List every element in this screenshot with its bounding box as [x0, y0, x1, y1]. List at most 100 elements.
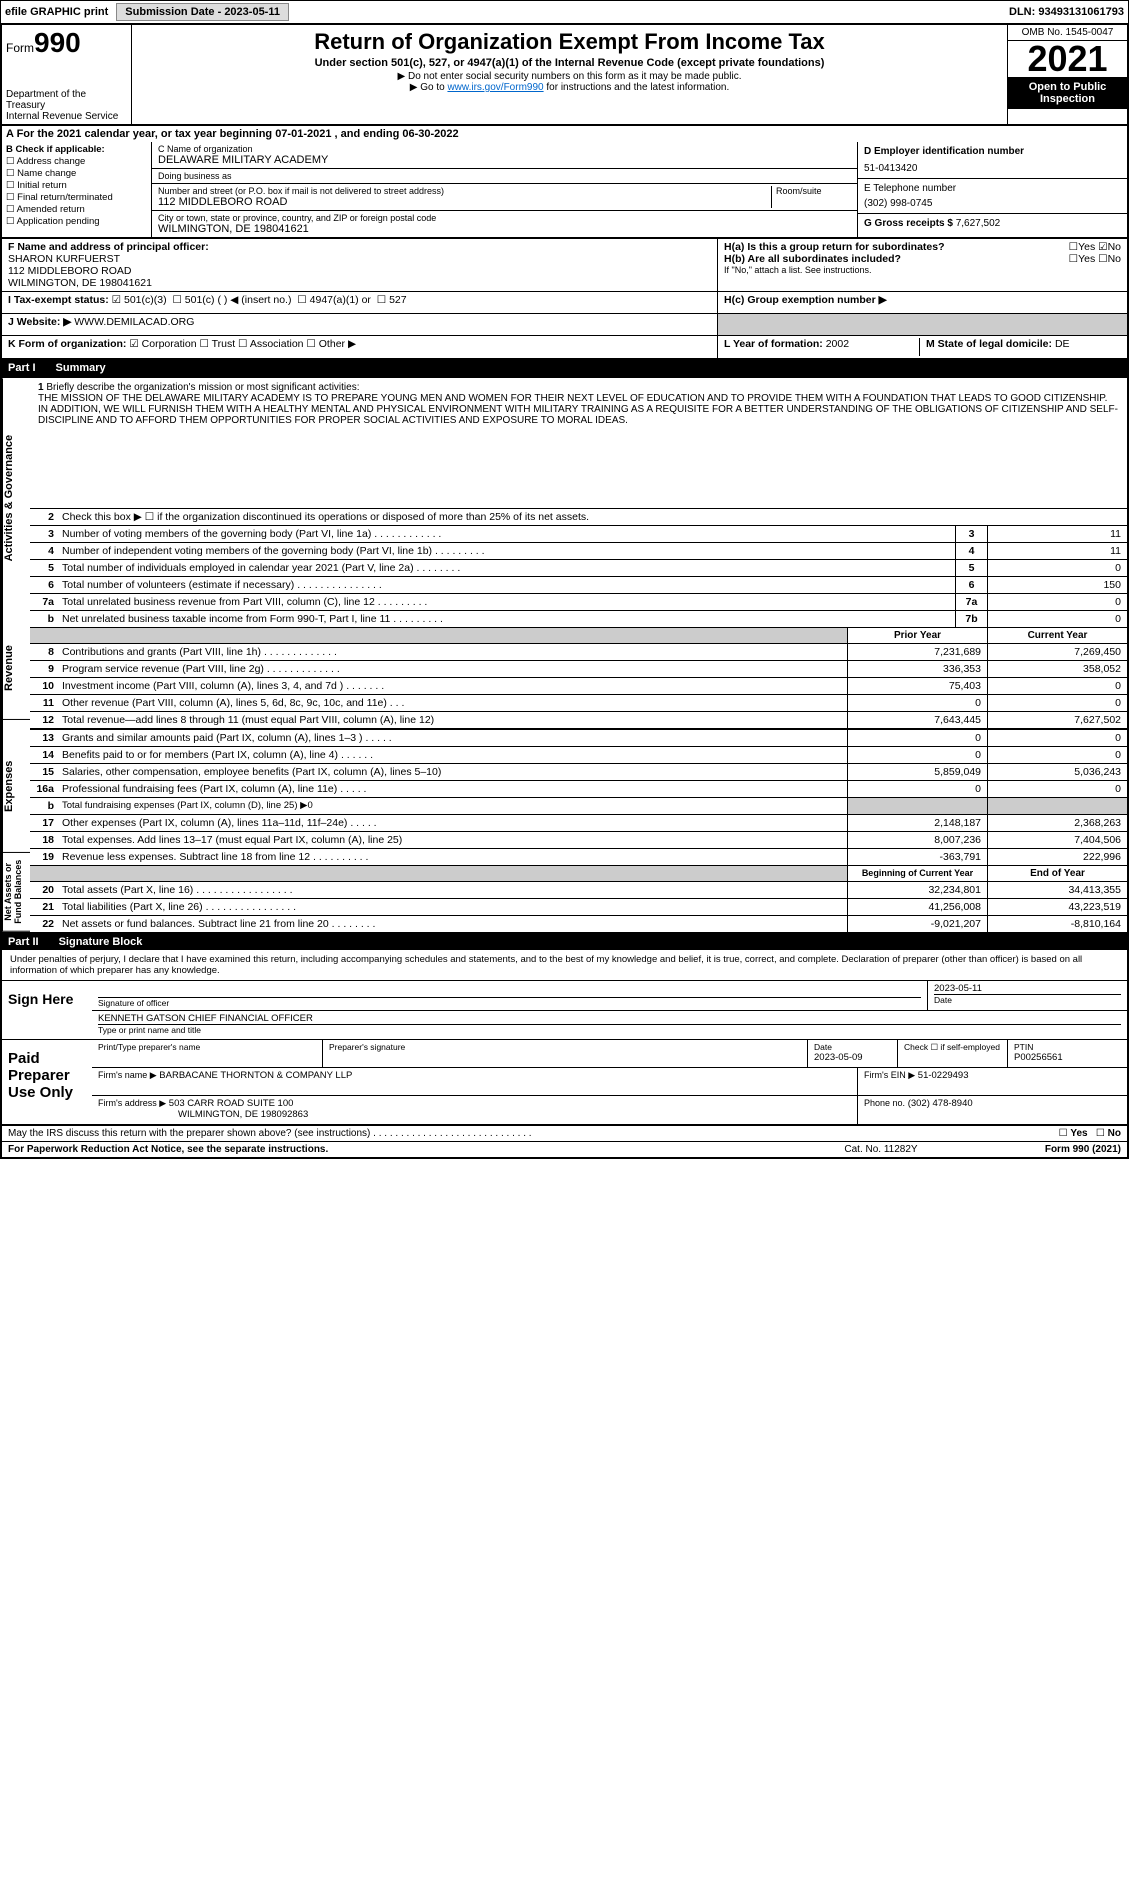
c15: 5,036,243	[987, 764, 1127, 780]
summary-content: 1 Briefly describe the organization's mi…	[30, 378, 1127, 932]
submission-date-button[interactable]: Submission Date - 2023-05-11	[116, 3, 289, 21]
note-ssn: ▶ Do not enter social security numbers o…	[136, 71, 1003, 82]
sig-officer-row: Signature of officer 2023-05-11 Date	[92, 981, 1127, 1011]
firm-name: BARBACANE THORNTON & COMPANY LLP	[159, 1070, 352, 1081]
b-opt-application[interactable]: ☐ Application pending	[6, 216, 147, 227]
c11: 0	[987, 695, 1127, 711]
discuss-checkboxes[interactable]: ☐ Yes ☐ No	[941, 1128, 1121, 1139]
sig-intro: Under penalties of perjury, I declare th…	[2, 950, 1127, 981]
mission-block: 1 Briefly describe the organization's mi…	[30, 378, 1127, 508]
line-7a: 7a Total unrelated business revenue from…	[30, 593, 1127, 610]
website-value: WWW.DEMILACAD.ORG	[74, 316, 194, 328]
p11: 0	[847, 695, 987, 711]
sign-here-label: Sign Here	[2, 981, 92, 1039]
b-opt-final[interactable]: ☐ Final return/terminated	[6, 192, 147, 203]
line-17: 17Other expenses (Part IX, column (A), l…	[30, 814, 1127, 831]
self-emp-cell[interactable]: Check ☐ if self-employed	[897, 1040, 1007, 1067]
phone-value: (302) 998-0745	[864, 198, 1121, 209]
sig-date-cell: 2023-05-11 Date	[927, 981, 1127, 1010]
line-18: 18Total expenses. Add lines 13–17 (must …	[30, 831, 1127, 848]
ha-checkboxes[interactable]: ☐Yes ☑No	[1069, 241, 1121, 253]
prep-date: 2023-05-09	[814, 1052, 891, 1063]
val-6: 150	[987, 577, 1127, 593]
line-16b: bTotal fundraising expenses (Part IX, co…	[30, 797, 1127, 814]
vert-revenue: Revenue	[2, 618, 30, 720]
line-9: 9Program service revenue (Part VIII, lin…	[30, 660, 1127, 677]
line-14: 14Benefits paid to or for members (Part …	[30, 746, 1127, 763]
p13: 0	[847, 730, 987, 746]
firm-addr2: WILMINGTON, DE 198092863	[178, 1109, 308, 1120]
part-ii-label: Part II	[8, 936, 39, 948]
line-15: 15Salaries, other compensation, employee…	[30, 763, 1127, 780]
net-col-headers: Beginning of Current Year End of Year	[30, 865, 1127, 881]
vert-expenses: Expenses	[2, 720, 30, 853]
j-right-grey	[717, 314, 1127, 335]
tax-year: 2021	[1008, 41, 1127, 77]
p15: 5,859,049	[847, 764, 987, 780]
footer-left: For Paperwork Reduction Act Notice, see …	[8, 1144, 781, 1155]
open-public-badge: Open to Public Inspection	[1008, 77, 1127, 109]
irs-link[interactable]: www.irs.gov/Form990	[447, 82, 543, 93]
p8: 7,231,689	[847, 644, 987, 660]
line-10: 10Investment income (Part VIII, column (…	[30, 677, 1127, 694]
p16a: 0	[847, 781, 987, 797]
line-4: 4 Number of independent voting members o…	[30, 542, 1127, 559]
p14: 0	[847, 747, 987, 763]
firm-addr-row: Firm's address ▶ 503 CARR ROAD SUITE 100…	[92, 1096, 1127, 1124]
b21: 41,256,008	[847, 899, 987, 915]
val-4: 11	[987, 543, 1127, 559]
tax-year-row: A For the 2021 calendar year, or tax yea…	[0, 126, 1129, 142]
h-block: H(a) Is this a group return for subordin…	[717, 239, 1127, 291]
irs-label: Internal Revenue Service	[6, 111, 127, 122]
b-opt-initial[interactable]: ☐ Initial return	[6, 180, 147, 191]
line-20: 20Total assets (Part X, line 16) . . . .…	[30, 881, 1127, 898]
g-receipts-row: G Gross receipts $ 7,627,502	[858, 214, 1127, 233]
officer-name-cell: KENNETH GATSON CHIEF FINANCIAL OFFICER T…	[92, 1011, 1127, 1039]
sig-officer-cell: Signature of officer	[92, 981, 927, 1010]
line-3: 3 Number of voting members of the govern…	[30, 525, 1127, 542]
c19: 222,996	[987, 849, 1127, 865]
line-19: 19Revenue less expenses. Subtract line 1…	[30, 848, 1127, 865]
firm-name-row: Firm's name ▶ BARBACANE THORNTON & COMPA…	[92, 1068, 1127, 1096]
preparer-top-row: Print/Type preparer's name Preparer's si…	[92, 1040, 1127, 1068]
part-ii-title: Signature Block	[59, 936, 143, 948]
part-i-header: Part I Summary	[0, 360, 1129, 376]
e-phone-row: E Telephone number (302) 998-0745	[858, 179, 1127, 214]
e22: -8,810,164	[987, 916, 1127, 932]
b-opt-amended[interactable]: ☐ Amended return	[6, 204, 147, 215]
header-col3: OMB No. 1545-0047 2021 Open to Public In…	[1007, 25, 1127, 124]
part-i-label: Part I	[8, 362, 36, 374]
footer-row: For Paperwork Reduction Act Notice, see …	[0, 1142, 1129, 1159]
val-3: 11	[987, 526, 1127, 542]
efile-label: efile GRAPHIC print	[5, 6, 108, 18]
rev-col-headers: Prior Year Current Year	[30, 627, 1127, 643]
footer-catno: Cat. No. 11282Y	[781, 1144, 981, 1155]
hb-checkboxes[interactable]: ☐Yes ☐No	[1069, 253, 1121, 265]
officer-addr2: WILMINGTON, DE 198041621	[8, 277, 711, 289]
b20: 32,234,801	[847, 882, 987, 898]
f-block: F Name and address of principal officer:…	[2, 239, 717, 291]
b-title: B Check if applicable:	[6, 144, 147, 155]
officer-addr1: 112 MIDDLEBORO ROAD	[8, 265, 711, 277]
header-col2: Return of Organization Exempt From Incom…	[132, 25, 1007, 124]
b-opt-address[interactable]: ☐ Address change	[6, 156, 147, 167]
officer-name-row: KENNETH GATSON CHIEF FINANCIAL OFFICER T…	[92, 1011, 1127, 1039]
mission-text: THE MISSION OF THE DELAWARE MILITARY ACA…	[38, 393, 1118, 426]
dept-label: Department of the Treasury	[6, 89, 127, 111]
line-13: 13Grants and similar amounts paid (Part …	[30, 728, 1127, 746]
b-opt-name[interactable]: ☐ Name change	[6, 168, 147, 179]
val-7b: 0	[987, 611, 1127, 627]
e20: 34,413,355	[987, 882, 1127, 898]
c9: 358,052	[987, 661, 1127, 677]
c-dba-row: Doing business as	[152, 169, 857, 184]
ein-value: 51-0413420	[864, 163, 1121, 174]
val-5: 0	[987, 560, 1127, 576]
street-address: 112 MIDDLEBORO ROAD	[158, 196, 771, 208]
line-16a: 16aProfessional fundraising fees (Part I…	[30, 780, 1127, 797]
k-l-m-row: K Form of organization: ☑ Corporation ☐ …	[2, 336, 1127, 358]
c10: 0	[987, 678, 1127, 694]
form-title: Return of Organization Exempt From Incom…	[136, 29, 1003, 55]
p12: 7,643,445	[847, 712, 987, 728]
j-row: J Website: ▶ WWW.DEMILACAD.ORG	[2, 314, 1127, 336]
part-i-title: Summary	[56, 362, 106, 374]
